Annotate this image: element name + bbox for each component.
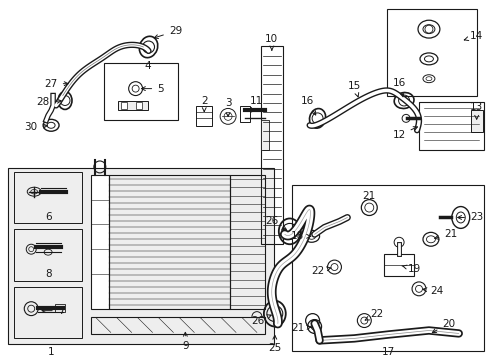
Text: 18: 18	[290, 231, 310, 241]
Text: 29: 29	[154, 26, 182, 39]
Text: 4: 4	[144, 61, 151, 71]
Text: 13: 13	[469, 103, 482, 119]
Text: 5: 5	[141, 84, 163, 94]
Bar	[261, 120, 268, 150]
Text: 21: 21	[362, 191, 375, 201]
Text: 24: 24	[422, 286, 443, 296]
Bar	[8, 168, 273, 345]
Bar	[103, 63, 178, 120]
Text: 26: 26	[251, 315, 271, 325]
Text: 9: 9	[182, 332, 188, 351]
Bar	[240, 107, 249, 122]
Text: 16: 16	[392, 78, 405, 97]
Bar	[14, 229, 82, 281]
Bar	[261, 46, 282, 244]
Bar	[196, 107, 212, 126]
Text: 30: 30	[24, 122, 47, 132]
Text: 20: 20	[431, 319, 454, 333]
Bar	[230, 175, 264, 309]
Text: 19: 19	[401, 264, 420, 274]
Text: 23: 23	[457, 212, 482, 222]
Text: 21: 21	[434, 229, 456, 239]
Bar	[135, 102, 142, 109]
Text: 11: 11	[250, 95, 263, 112]
Text: 14: 14	[463, 31, 482, 41]
Text: 1: 1	[48, 347, 54, 357]
Bar	[291, 185, 483, 351]
Text: 10: 10	[264, 34, 278, 50]
Bar	[91, 175, 108, 309]
Bar	[118, 100, 147, 111]
Text: 21: 21	[290, 324, 310, 333]
Text: 2: 2	[201, 95, 207, 112]
Bar	[470, 111, 482, 132]
Bar	[14, 287, 82, 338]
Text: 22: 22	[365, 309, 383, 320]
Text: 27: 27	[44, 79, 68, 89]
Text: 28: 28	[37, 98, 61, 108]
Text: 22: 22	[310, 266, 330, 276]
Bar	[55, 304, 65, 312]
Text: 25: 25	[267, 335, 281, 353]
Text: 7: 7	[42, 306, 64, 316]
Bar	[418, 103, 483, 150]
Text: 16: 16	[301, 95, 315, 115]
Text: 15: 15	[347, 81, 360, 97]
Text: 12: 12	[392, 127, 417, 140]
Bar	[386, 9, 476, 95]
Bar	[91, 316, 264, 334]
Text: 17: 17	[381, 347, 394, 357]
Bar	[121, 102, 126, 109]
Text: 6: 6	[45, 212, 51, 222]
Text: 26: 26	[264, 216, 286, 229]
Bar	[14, 172, 82, 224]
Bar	[384, 254, 413, 276]
Text: 3: 3	[224, 99, 231, 117]
Bar	[108, 175, 230, 309]
Text: 8: 8	[45, 269, 51, 279]
